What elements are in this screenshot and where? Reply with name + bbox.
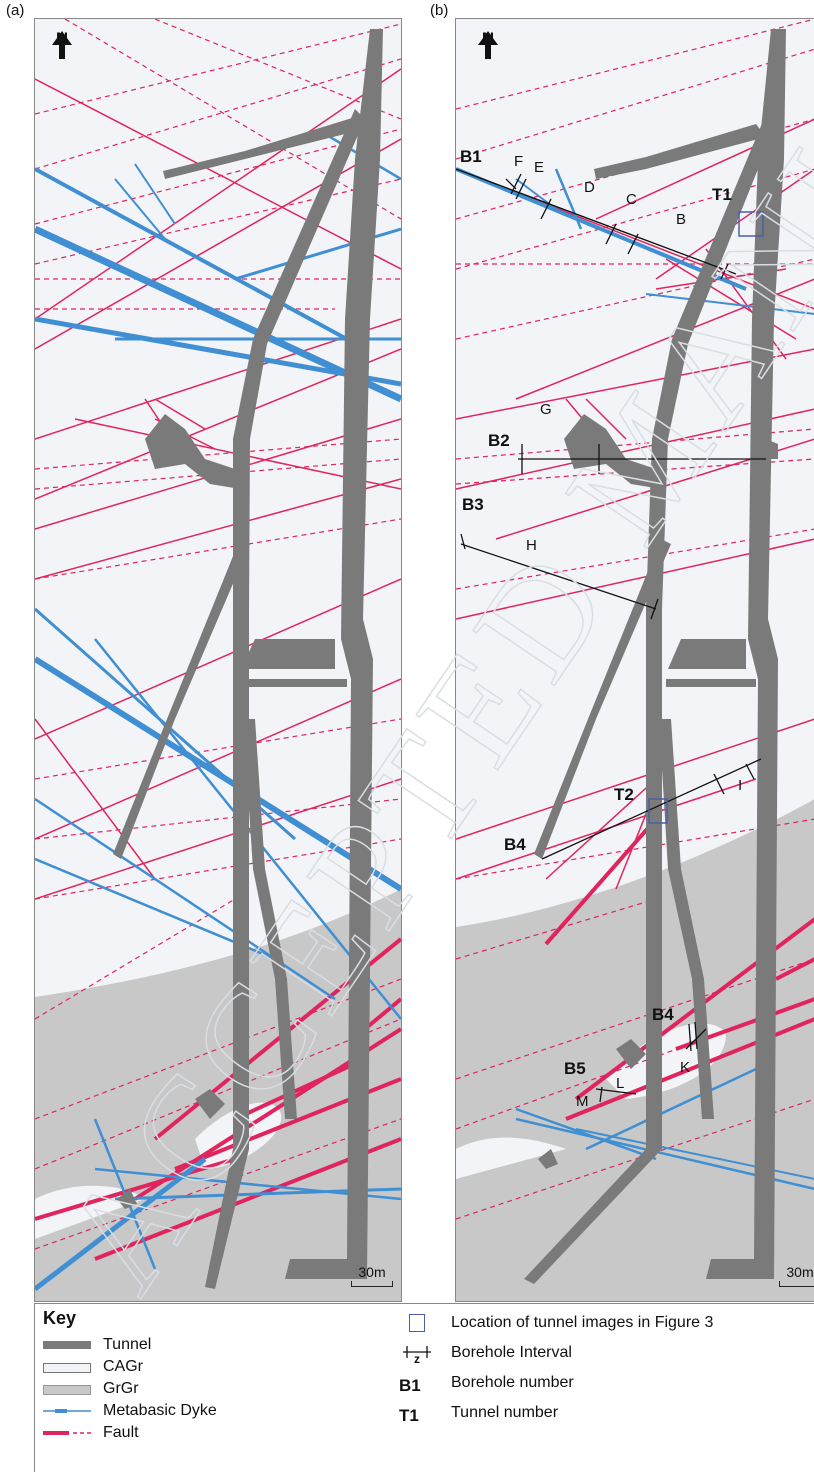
key-label-interval: Borehole Interval [451,1344,572,1361]
interval-label-e: E [534,159,545,176]
key-item-tunnel-number: T1 Tunnel number [399,1404,559,1425]
scale-label-a: 30m [358,1264,386,1280]
borehole-symbol: B1 [399,1376,421,1395]
key-item-grgr: GrGr [43,1380,139,1398]
borehole-label-b5: B5 [564,1059,586,1078]
borehole-label-b4-north: B4 [504,835,526,854]
north-arrow-icon [478,31,498,59]
key-label-tunnel-number: Tunnel number [451,1404,559,1421]
key-item-image-box: Location of tunnel images in Figure 3 [399,1314,713,1332]
legend-key: Key Tunnel CAGr GrGr Metabasic Dyke Faul… [34,1303,814,1472]
map-panel-a: N 30m [34,18,402,1302]
interval-label-h: H [526,537,537,554]
borehole-label-b2: B2 [488,431,510,450]
borehole-label-b1: B1 [460,147,482,166]
key-item-borehole: B1 Borehole number [399,1374,574,1395]
key-item-cagr: CAGr [43,1358,143,1376]
scale-bar-line-b [779,1281,814,1287]
scale-label-b: 30m [786,1264,814,1280]
t2-image-box[interactable] [648,798,668,824]
north-arrow-b: N [476,30,500,59]
key-item-tunnel: Tunnel [43,1336,151,1354]
key-title: Key [43,1308,77,1328]
key-label-tunnel: Tunnel [103,1336,152,1353]
t1-image-box[interactable] [738,211,764,237]
tunnel-number-symbol: T1 [399,1406,419,1425]
image-box-symbol [399,1314,439,1332]
fault-swatch [43,1426,91,1440]
map-panel-b: N 30m B1 F E D C B T1 G B2 B3 H T2 I B4 … [455,18,814,1302]
interval-label-f: F [514,153,524,170]
tunnel-label-t2: T2 [614,785,634,804]
dyke-swatch [43,1404,91,1418]
interval-label-c: C [626,191,637,208]
cagr-pocket-b2 [456,1137,566,1179]
key-label-grgr: GrGr [103,1380,139,1397]
interval-symbol: z [399,1346,439,1366]
interval-label-m: M [576,1093,589,1110]
tunnel-label-t1: T1 [712,185,732,204]
panel-a-label: (a) [6,2,25,19]
interval-mark: z [414,1352,420,1366]
scale-bar-b: 30m [779,1264,814,1287]
key-item-dyke: Metabasic Dyke [43,1402,217,1420]
interval-label-b: B [676,211,687,228]
map-b-svg [456,19,814,1301]
key-label-image-box: Location of tunnel images in Figure 3 [451,1314,714,1331]
borehole-label-b3: B3 [462,495,484,514]
grgr-swatch [43,1382,91,1396]
scale-bar-a: 30m [351,1264,393,1287]
panel-b-label: (b) [430,2,449,19]
boreholes [456,168,766,1103]
key-item-interval: z Borehole Interval [399,1344,572,1366]
north-arrow-a: N [50,30,74,59]
interval-label-g: G [540,401,552,418]
key-label-dyke: Metabasic Dyke [103,1402,217,1419]
dykes-b [456,167,814,1191]
key-item-fault: Fault [43,1424,139,1442]
key-label-borehole: Borehole number [451,1374,574,1391]
scale-bar-line-a [351,1281,393,1287]
cagr-swatch [43,1360,91,1374]
tunnel-network-b[interactable] [524,29,786,1284]
interval-label-d: D [584,179,595,196]
key-label-fault: Fault [103,1424,139,1441]
interval-label-i: I [738,777,743,794]
tunnel-swatch [43,1338,91,1352]
key-label-cagr: CAGr [103,1358,143,1375]
tunnel-network[interactable] [113,29,383,1289]
map-a-svg [35,19,401,1301]
interval-label-k: K [680,1059,691,1076]
borehole-label-b4-south: B4 [652,1005,674,1024]
interval-label-l: L [616,1075,625,1092]
north-arrow-icon [52,31,72,59]
